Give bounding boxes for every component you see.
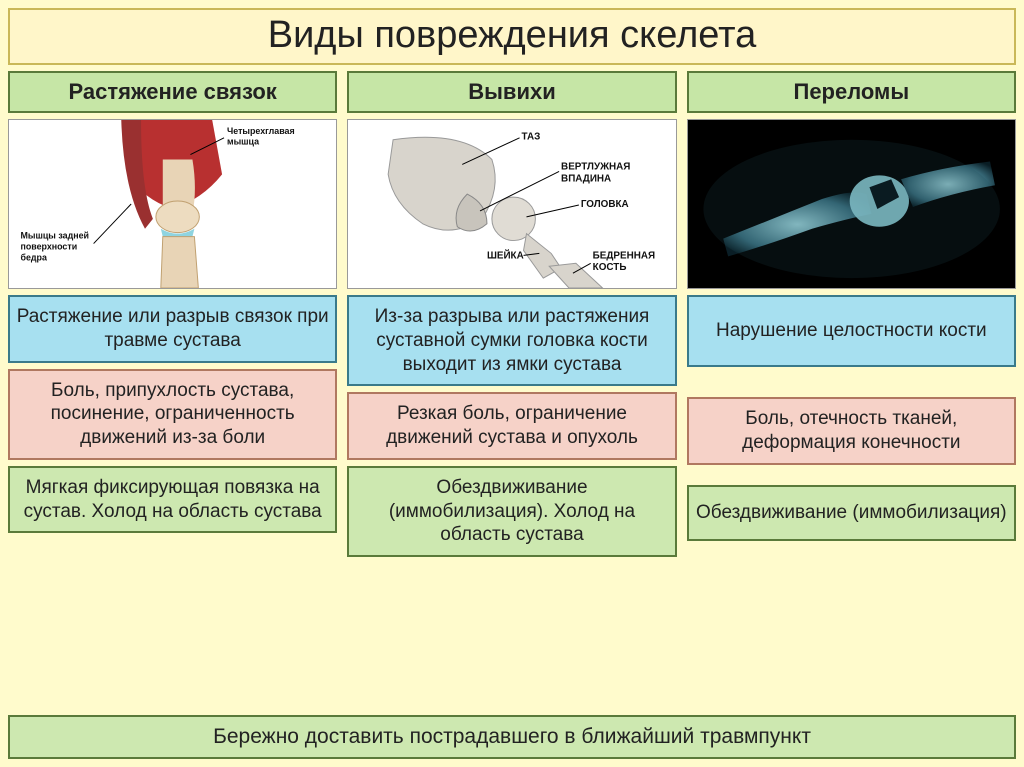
col3-image [687,119,1016,289]
col-sprain: Растяжение связок [8,71,337,709]
col1-symptoms: Боль, припухлость сустава, посинение, ог… [8,369,337,460]
col1-header: Растяжение связок [8,71,337,113]
col3-treatment: Обездвиживание (иммобилизация) [687,485,1016,541]
col2-definition: Из-за разрыва или растяжения суставной с… [347,295,676,386]
col1-image: Четырехглавая мышца Мышцы задней поверхн… [8,119,337,289]
col3-definition: Нарушение целостности кости [687,295,1016,367]
svg-text:поверхности: поверхности [20,241,77,251]
knee-illustration: Четырехглавая мышца Мышцы задней поверхн… [9,120,336,288]
col1-definition: Растяжение или разрыв связок при травме … [8,295,337,363]
col1-treatment: Мягкая фиксирующая повязка на сустав. Хо… [8,466,337,534]
col2-symptoms: Резкая боль, ограничение движений сустав… [347,392,676,460]
col2-treatment: Обездвиживание (иммобилизация). Холод на… [347,466,676,557]
col-fracture: Переломы [687,71,1016,709]
svg-text:БЕДРЕННАЯ: БЕДРЕННАЯ [593,250,655,261]
svg-text:бедра: бедра [20,252,46,262]
svg-text:КОСТЬ: КОСТЬ [593,262,627,273]
columns-row: Растяжение связок [8,71,1016,709]
label-pelvis: ТАЗ [522,132,541,143]
svg-text:ШЕЙКА: ШЕЙКА [487,249,524,261]
col2-image: ТАЗ ВЕРТЛУЖНАЯ ВПАДИНА ГОЛОВКА ШЕЙКА БЕД… [347,119,676,289]
svg-text:ВПАДИНА: ВПАДИНА [561,173,611,184]
col-dislocation: Вывихи ТАЗ ВЕРТЛУЖНАЯ [347,71,676,709]
svg-text:Мышцы задней: Мышцы задней [20,231,89,241]
svg-text:ГОЛОВКА: ГОЛОВКА [581,199,629,210]
xray-illustration [688,120,1015,288]
svg-text:ВЕРТЛУЖНАЯ: ВЕРТЛУЖНАЯ [561,161,630,172]
col3-header: Переломы [687,71,1016,113]
col3-symptoms: Боль, отечность тканей, деформация конеч… [687,397,1016,465]
hip-illustration: ТАЗ ВЕРТЛУЖНАЯ ВПАДИНА ГОЛОВКА ШЕЙКА БЕД… [348,120,675,288]
page-title: Виды повреждения скелета [8,8,1016,65]
footer-note: Бережно доставить пострадавшего в ближай… [8,715,1016,759]
svg-text:Четырехглавая: Четырехглавая [227,126,295,136]
svg-text:мышца: мышца [227,137,259,147]
col2-header: Вывихи [347,71,676,113]
